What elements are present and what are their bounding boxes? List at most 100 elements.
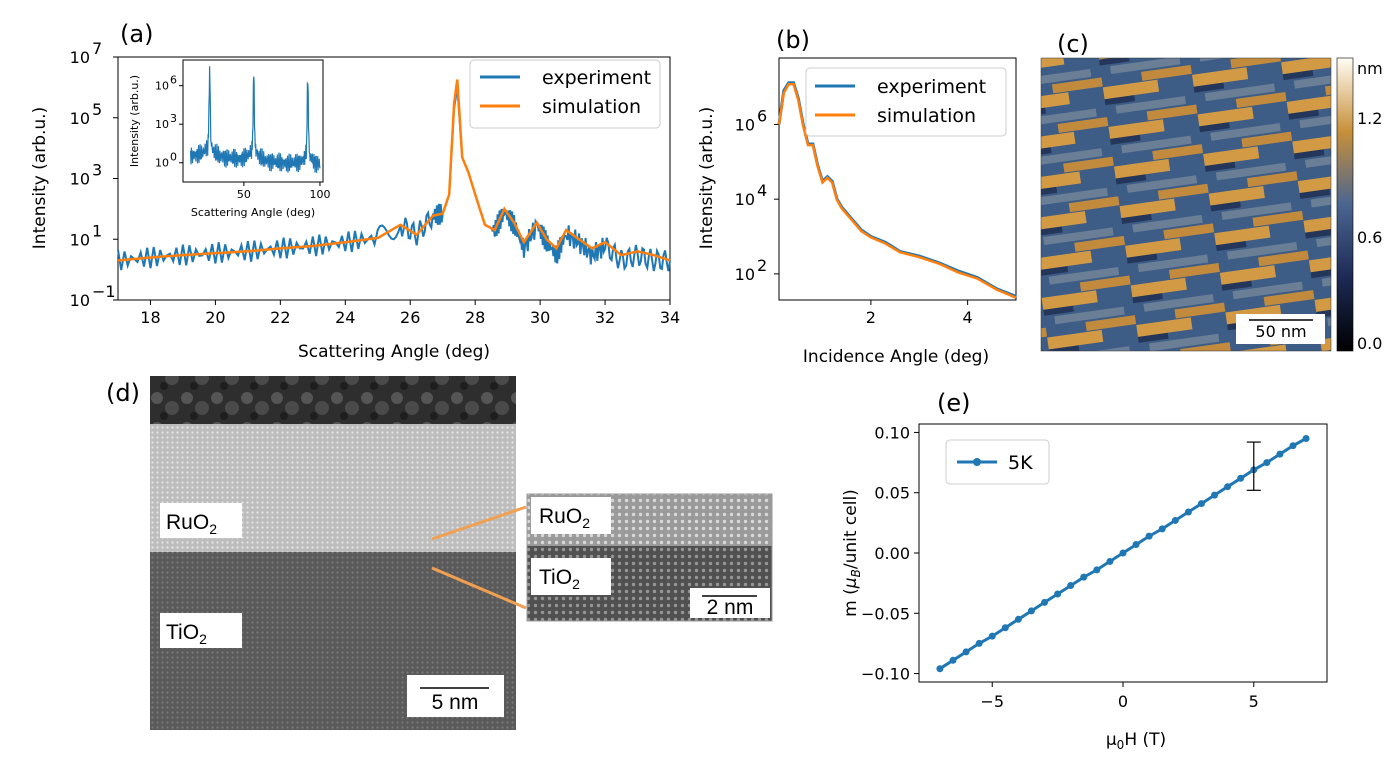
- e-ytick-label: −0.10: [861, 665, 910, 684]
- a-ytick-exp: 1: [92, 221, 102, 240]
- inset-scalebar-box: [690, 588, 770, 618]
- inset-label-ruo2-box: [531, 497, 611, 534]
- inset-series-experiment: [190, 66, 321, 173]
- stem-amorphous-layer: [150, 376, 516, 424]
- a-ytick-exp: 5: [92, 100, 102, 119]
- panel-label-b: (b): [776, 26, 810, 54]
- afm-image: [1041, 58, 1331, 351]
- b-xtick-label: 4: [963, 308, 973, 327]
- panel-b-series: [777, 81, 1017, 299]
- panel-b-frame: [778, 57, 1017, 301]
- colorbar-unit: nm: [1357, 59, 1383, 78]
- e-series-5k-point: [1197, 500, 1205, 508]
- a-xtick-label: 26: [400, 308, 420, 327]
- legend-simulation-label: simulation: [542, 96, 641, 118]
- e-series-5k-point: [1145, 532, 1153, 540]
- inset-xtick-label: 100: [309, 188, 330, 201]
- inset-ytick-label: 10: [155, 80, 169, 93]
- panel-e-magnetization: −5 0 5 −0.10 −0.05 0.00 0.05 0.10 μ0H (T) m (μ…: [841, 423, 1328, 752]
- e-series-5k-point: [1119, 549, 1127, 557]
- panel-e-y-ticks: −0.10 −0.05 0.00 0.05 0.10: [861, 423, 919, 684]
- panel-e-legend: 5K: [945, 439, 1050, 485]
- panel-a-legend: experiment simulation: [469, 59, 661, 129]
- legend-b-experiment-label: experiment: [877, 76, 986, 98]
- inset-xlabel: Scattering Angle (deg): [191, 206, 315, 219]
- b-ytick-label: 10: [735, 115, 755, 134]
- b-ytick-exp: 2: [757, 256, 767, 275]
- b-ytick-exp: 4: [757, 181, 767, 200]
- panel-b-xlabel: Incidence Angle (deg): [803, 347, 989, 367]
- panel-a-series: [117, 79, 671, 272]
- e-series-5k-point: [988, 632, 996, 640]
- panel-d-stem: RuO2 TiO2 5 nm RuO2 TiO2 2 nm: [150, 376, 773, 730]
- e-xtick-label: −5: [980, 692, 1004, 711]
- panel-label-a: (a): [120, 20, 153, 48]
- e-xtick-label: 5: [1249, 692, 1259, 711]
- e-series-5k-point: [1054, 590, 1062, 598]
- panel-e-ylabel: m (μB/unit cell): [841, 489, 863, 617]
- e-series-5k-point: [1211, 491, 1219, 499]
- stem-scalebar-label: 5 nm: [432, 691, 479, 714]
- a-ytick-exp: −1: [92, 282, 116, 301]
- e-ytick-label: 0.00: [874, 544, 910, 563]
- e-series-5k-point: [1289, 442, 1297, 450]
- afm-scalebar-box: [1236, 314, 1325, 344]
- e-series-5k-point: [1276, 450, 1284, 458]
- e-series-5k-point: [1263, 459, 1271, 467]
- e-series-5k-point: [936, 665, 944, 673]
- colorbar: [1336, 57, 1354, 352]
- inset-ytick-exp: 3: [170, 112, 177, 125]
- zoom-line-bottom: [431, 566, 527, 610]
- e-series-5k-point: [1027, 607, 1035, 615]
- inset-ylabel: Intensity (arb.u.): [128, 75, 141, 167]
- panel-c-afm: 50 nm nm 1.2 0.6 0.0: [1040, 57, 1383, 353]
- a-xtick-label: 34: [660, 308, 680, 327]
- colorbar-tick-1-2: 1.2: [1357, 109, 1382, 128]
- a-xtick-label: 30: [530, 308, 550, 327]
- legend-experiment-label: experiment: [542, 67, 651, 89]
- e-series-5k-point: [1093, 566, 1101, 574]
- b-xtick-label: 2: [866, 308, 876, 327]
- a-ytick-label: 10: [70, 48, 90, 67]
- a-ytick-exp: 7: [92, 39, 102, 58]
- inset-xtick-label: 50: [237, 188, 251, 201]
- e-series-5k-point: [1302, 434, 1310, 442]
- panel-a-xlabel: Scattering Angle (deg): [298, 342, 490, 362]
- a-xtick-label: 22: [270, 308, 290, 327]
- a-ytick-label: 10: [70, 109, 90, 128]
- e-series-5k-point: [1001, 624, 1009, 632]
- e-series-5k-point: [975, 639, 983, 647]
- legend-5k-marker: [973, 458, 981, 466]
- panel-label-e: (e): [937, 389, 971, 417]
- panel-label-d: (d): [106, 379, 140, 407]
- e-series-5k-point: [962, 648, 970, 656]
- b-ytick-label: 10: [735, 265, 755, 284]
- a-xtick-label: 28: [465, 308, 485, 327]
- a-ytick-label: 10: [70, 230, 90, 249]
- panel-e-series: [936, 434, 1310, 673]
- e-series-5k-point: [1184, 508, 1192, 516]
- a-xtick-label: 18: [140, 308, 160, 327]
- panel-b-ylabel: Intensity (arb.u.): [697, 107, 717, 249]
- e-xtick-label: 0: [1118, 692, 1128, 711]
- afm-scalebar-label: 50 nm: [1255, 322, 1306, 341]
- e-series-5k-point: [1224, 483, 1232, 491]
- inset-ytick-label: 10: [155, 157, 169, 170]
- stem-scalebar-box: [407, 675, 504, 717]
- panel-e-x-ticks: −5 0 5: [980, 682, 1259, 711]
- legend-b-simulation-label: simulation: [877, 105, 976, 127]
- b-series-simulation: [777, 82, 1017, 299]
- stem-label-ruo2: RuO2: [166, 511, 217, 537]
- panel-a-x-ticks: 18 20 22 24 26 28 30 32 34: [140, 300, 680, 327]
- inset-scalebar-label: 2 nm: [707, 596, 754, 619]
- panel-a-ylabel: Intensity (arb.u.): [30, 107, 50, 249]
- e-series-5k-point: [1014, 615, 1022, 623]
- legend-5k-label: 5K: [1008, 452, 1033, 474]
- e-series-5k-point: [1080, 573, 1088, 581]
